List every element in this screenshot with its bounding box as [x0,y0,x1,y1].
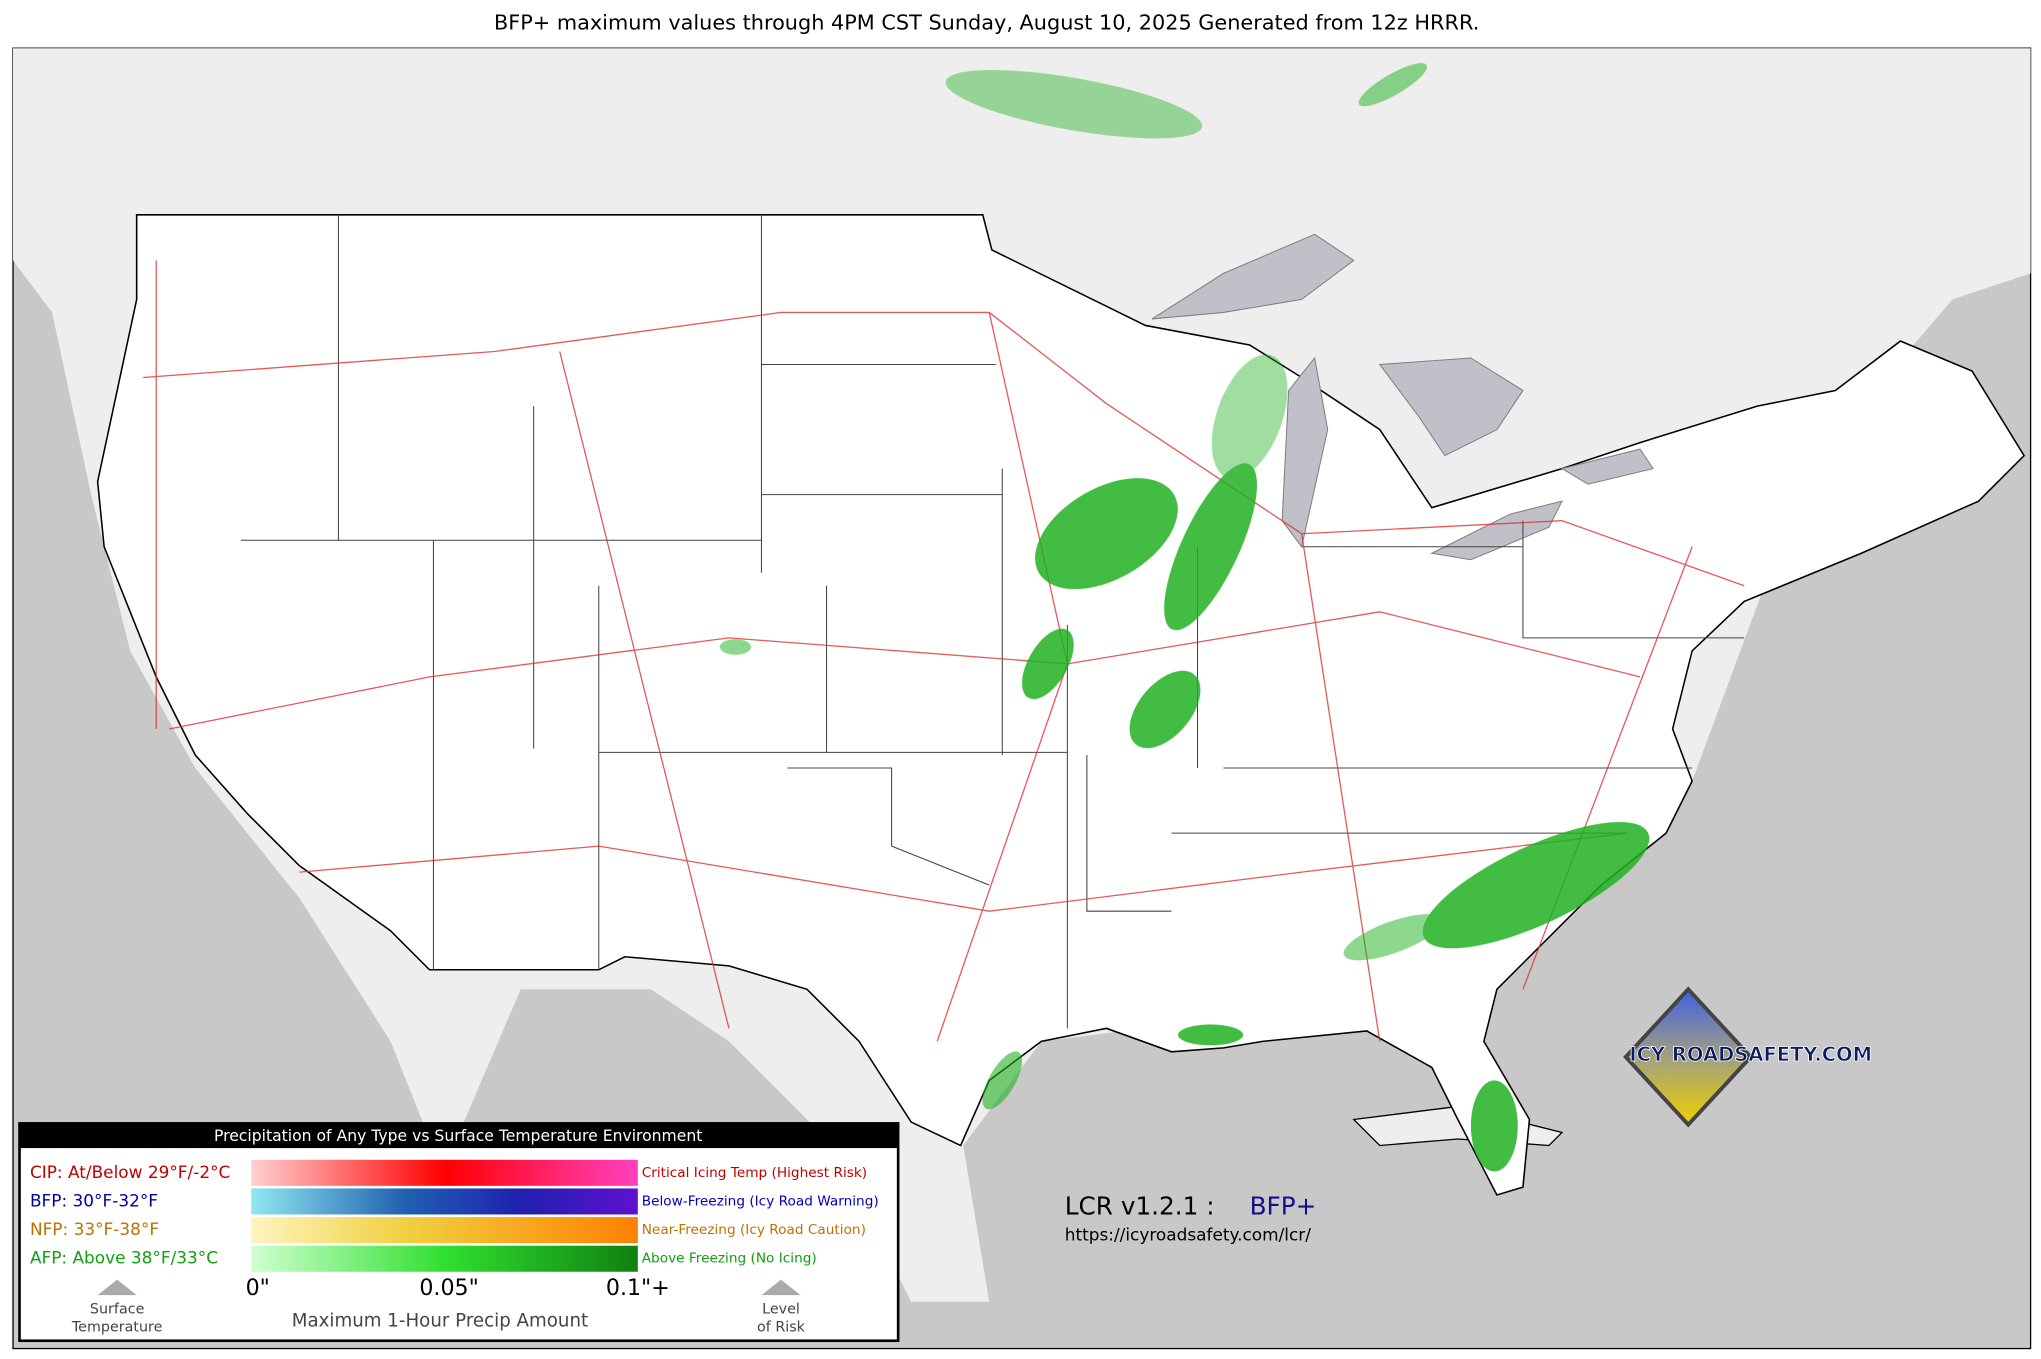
great-lakes [1151,233,1654,561]
logo-text: ICY ROADSAFETY.COM [1629,1043,1872,1066]
color-bar [251,1245,638,1272]
row-description: Above Freezing (No Icing) [642,1251,817,1267]
row-label: BFP: 30°F-32°F [30,1190,158,1210]
color-bar [251,1217,638,1244]
row-description: Near-Freezing (Icy Road Caution) [642,1222,866,1238]
legend-rows: CIP: At/Below 29°F/-2°C Critical Icing Te… [30,1159,879,1272]
legend-header [19,1123,899,1149]
logo: ICY ROADSAFETY.COM [1623,986,1872,1128]
scale-caption: Maximum 1-Hour Precip Amount [292,1310,588,1331]
row-label: AFP: Above 38°F/33°C [30,1248,218,1268]
left-caption: Temperature [71,1320,163,1336]
state-borders [240,214,1745,1029]
row-label: NFP: 33°F-38°F [30,1219,159,1239]
version-url: https://icyroadsafety.com/lcr/ [1065,1225,1311,1245]
version-label: LCR v1.2.1 : [1065,1191,1215,1220]
scale-label: 0" [246,1275,270,1301]
right-caption: of Risk [757,1320,806,1336]
arrow-icon [761,1279,801,1296]
arrow-icon [97,1279,137,1296]
row-description: Below-Freezing (Icy Road Warning) [642,1193,879,1209]
title: BFP+ maximum values through 4PM CST Sund… [494,10,1479,34]
row-label: CIP: At/Below 29°F/-2°C [30,1162,230,1182]
legend: Precipitation of Any Type vs Surface Tem… [18,1122,900,1343]
left-caption: Surface [90,1301,145,1317]
row-description: Critical Icing Temp (Highest Risk) [642,1165,867,1181]
version-product: BFP+ [1250,1191,1317,1220]
color-bar [251,1159,638,1186]
legend-title: Precipitation of Any Type vs Surface Tem… [214,1127,702,1145]
right-caption: Level [762,1301,800,1317]
scale-label: 0.1"+ [606,1275,670,1301]
precipitation [719,63,1650,1172]
color-bar [251,1188,638,1215]
scale-label: 0.05" [419,1275,478,1301]
